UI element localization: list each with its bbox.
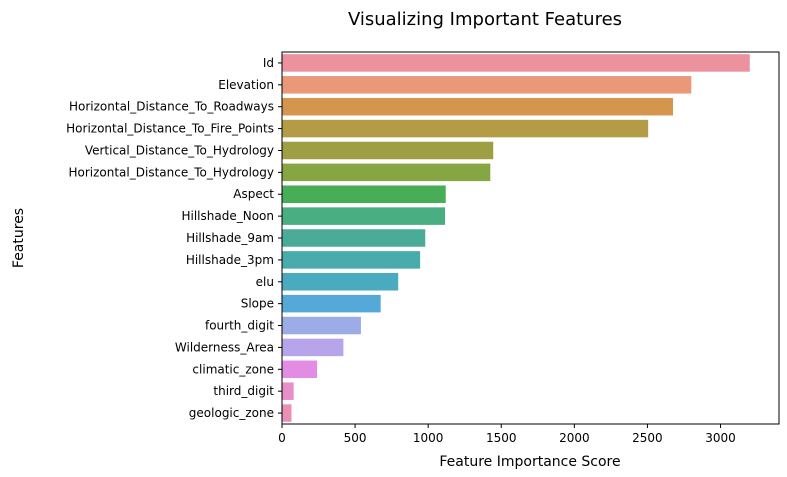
y-tick-label: Slope	[241, 297, 274, 311]
y-tick-label: Vertical_Distance_To_Hydrology	[85, 143, 274, 157]
bar	[282, 229, 426, 247]
y-tick-label: climatic_zone	[192, 362, 274, 376]
y-tick-label: Hillshade_Noon	[181, 209, 274, 223]
y-tick-label: elu	[256, 275, 274, 289]
chart-title: Visualizing Important Features	[348, 9, 622, 30]
x-tick-label: 2500	[632, 431, 663, 445]
x-tick-label: 1500	[486, 431, 517, 445]
y-tick-label: Id	[263, 56, 274, 70]
y-tick-label: Horizontal_Distance_To_Roadways	[69, 100, 274, 114]
bar	[282, 76, 692, 94]
x-tick-label: 1000	[413, 431, 444, 445]
bar	[282, 141, 494, 160]
y-tick-label: Aspect	[233, 187, 274, 201]
y-tick-label: Elevation	[218, 78, 274, 92]
x-ticks: 0 500 1000 1500 2000 2500 3000	[278, 424, 736, 445]
bar	[282, 273, 399, 291]
y-tick-label: Hillshade_3pm	[186, 253, 274, 267]
bar	[282, 316, 361, 335]
y-tick-label: geologic_zone	[189, 406, 274, 420]
bar	[282, 360, 318, 379]
bar	[282, 97, 674, 116]
bars-group	[282, 54, 750, 422]
bar	[282, 404, 292, 422]
x-tick-label: 3000	[705, 431, 736, 445]
y-tick-label: Hillshade_9am	[186, 231, 274, 245]
x-tick-label: 2000	[559, 431, 590, 445]
plot-frame	[281, 51, 780, 425]
bar	[282, 54, 750, 72]
bar	[282, 207, 445, 225]
y-tick-labels: Id Elevation Horizontal_Distance_To_Roadwa…	[66, 56, 282, 420]
bar	[282, 119, 649, 138]
y-axis-label: Features	[11, 208, 27, 268]
y-tick-label: Horizontal_Distance_To_Hydrology	[68, 165, 274, 179]
bar	[282, 163, 491, 182]
bar	[282, 382, 294, 400]
y-tick-label: fourth_digit	[205, 319, 274, 333]
y-tick-label: Horizontal_Distance_To_Fire_Points	[66, 122, 274, 136]
x-tick-label: 0	[278, 431, 286, 445]
y-tick-label: third_digit	[213, 384, 274, 398]
bar	[282, 338, 344, 357]
y-tick-label: Wilderness_Area	[175, 340, 274, 354]
x-tick-label: 500	[344, 431, 367, 445]
bar	[282, 251, 421, 269]
bar	[282, 185, 446, 203]
bar	[282, 294, 381, 313]
x-axis-label: Feature Importance Score	[439, 454, 620, 470]
